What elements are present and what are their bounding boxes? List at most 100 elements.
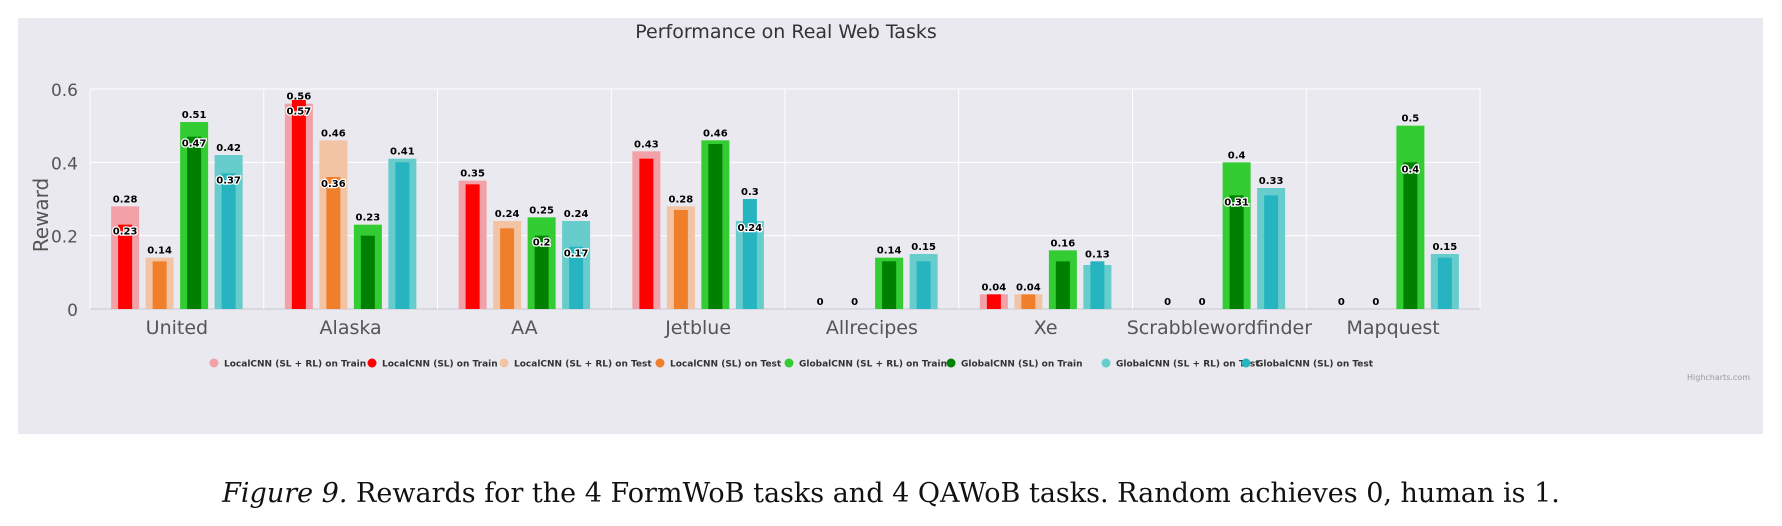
y-axis-title: Reward [29,178,53,252]
x-tick-label: AA [511,317,538,339]
y-axis-ticks: 0 0.2 0.4 0.6 [51,81,78,321]
legend-item[interactable]: LocalCNN (SL + RL) on Test [499,358,653,370]
bar-localcnn-sl-on-test[interactable] [326,177,341,309]
bar-localcnn-sl-on-test[interactable] [673,210,688,309]
legend-item[interactable]: LocalCNN (SL) on Test [655,358,782,370]
data-label: 0 [1338,297,1345,308]
y-tick-label: 0.6 [51,81,78,101]
legend-marker [655,358,665,368]
legend-item[interactable]: LocalCNN (SL) on Train [367,358,498,370]
data-label: 0.28 [113,194,138,205]
data-label: 0.23 [356,213,381,224]
data-label: 0.04 [1016,282,1041,293]
legend-label: GlobalCNN (SL) on Train [961,360,1083,370]
bar-globalcnn-sl-on-train[interactable] [360,235,375,309]
x-tick-label: Alaska [320,317,382,339]
bar-localcnn-sl-on-train[interactable] [291,100,306,309]
legend-label: GlobalCNN (SL) on Test [1256,360,1374,370]
data-label: 0.43 [634,139,659,150]
data-label: 0.46 [321,128,346,139]
data-label: 0.16 [1051,238,1076,249]
bar-globalcnn-sl-on-test[interactable] [1264,195,1279,309]
bar-localcnn-sl-on-train[interactable] [118,224,133,309]
bar-globalcnn-sl-on-train[interactable] [1229,195,1244,309]
data-labels: 0.28 0.23 0.14 0.51 0.47 0.42 0.37 0.56 0.57 0.46… [112,92,1458,308]
data-label: 0.23 [113,227,138,238]
data-label: 0.33 [1259,176,1284,187]
bar-globalcnn-sl-on-test[interactable] [395,162,410,309]
data-label: 0.37 [216,175,241,186]
data-label: 0.15 [911,242,936,253]
legend-marker [946,358,956,368]
bar-localcnn-sl-on-train[interactable] [986,294,1001,309]
legend-item[interactable]: GlobalCNN (SL) on Test [1241,358,1374,370]
bar-globalcnn-sl-on-train[interactable] [1403,162,1418,309]
data-label: 0.4 [1228,150,1246,161]
legend-marker [209,358,219,368]
bar-globalcnn-sl-on-train[interactable] [708,144,723,309]
data-label: 0.41 [390,147,415,158]
bar-globalcnn-sl-on-test[interactable] [1437,257,1452,309]
bar-localcnn-sl-on-test[interactable] [500,228,515,309]
bar-localcnn-sl-on-train[interactable] [465,184,480,309]
bar-localcnn-sl-on-train[interactable] [639,158,654,309]
legend[interactable]: LocalCNN (SL + RL) on Train LocalCNN (SL)… [209,358,1374,370]
data-label: 0.5 [1402,114,1420,125]
data-label: 0.56 [287,92,312,103]
figure-caption: Figure 9. Rewards for the 4 FormWoB task… [0,478,1782,509]
highcharts-credit[interactable]: Highcharts.com [1687,373,1750,382]
legend-item[interactable]: GlobalCNN (SL + RL) on Train [784,358,948,370]
legend-label: LocalCNN (SL + RL) on Test [514,360,652,370]
figure-label: Figure 9. [222,478,348,509]
reward-bar-chart: Performance on Real Web Tasks 0 0.2 0.4 0.6… [29,21,1750,382]
legend-label: LocalCNN (SL) on Test [670,360,782,370]
y-tick-label: 0.2 [51,228,78,248]
x-tick-label: Scrabblewordfinder [1127,317,1313,339]
legend-item[interactable]: LocalCNN (SL + RL) on Train [209,358,367,370]
bar-globalcnn-sl-on-train[interactable] [534,235,549,309]
legend-marker [1241,358,1251,368]
legend-label: LocalCNN (SL + RL) on Train [224,360,366,370]
x-tick-label: Allrecipes [826,317,918,339]
y-tick-label: 0 [67,301,78,321]
bar-globalcnn-sl-on-test[interactable] [1090,261,1105,309]
legend-label: GlobalCNN (SL + RL) on Test [1116,360,1260,370]
data-label: 0.57 [287,107,312,118]
data-label: 0.04 [982,282,1007,293]
x-tick-label: Xe [1034,317,1058,339]
data-label: 0.28 [669,194,694,205]
y-tick-label: 0.4 [51,154,78,174]
legend-marker [367,358,377,368]
bar-globalcnn-sl-on-train[interactable] [1055,261,1070,309]
bar-globalcnn-sl-on-test[interactable] [916,261,931,309]
chart-panel: Performance on Real Web Tasks 0 0.2 0.4 0.6… [18,18,1763,434]
legend-label: LocalCNN (SL) on Train [382,360,498,370]
legend-marker [499,358,509,368]
bar-globalcnn-sl-on-test[interactable] [569,246,584,309]
x-axis-ticks: United Alaska AA Jetblue Allrecipes Xe Scrabbl… [146,317,1440,339]
data-label: 0.13 [1085,249,1110,260]
data-label: 0.51 [182,110,207,121]
bar-globalcnn-sl-on-test[interactable] [221,173,236,309]
data-label: 0.14 [147,246,172,257]
x-tick-label: United [146,317,208,339]
legend-item[interactable]: GlobalCNN (SL + RL) on Test [1101,358,1261,370]
bar-globalcnn-sl-on-train[interactable] [882,261,897,309]
data-label: 0 [851,297,858,308]
legend-marker [784,358,794,368]
data-label: 0.3 [741,187,759,198]
bar-globalcnn-sl-on-test[interactable] [742,199,757,309]
caption-text: Rewards for the 4 FormWoB tasks and 4 QA… [356,478,1560,509]
bar-globalcnn-sl-on-train[interactable] [187,136,202,309]
bar-localcnn-sl-on-test[interactable] [152,261,167,309]
data-label: 0 [1164,297,1171,308]
x-tick-label: Mapquest [1347,317,1440,339]
bar-localcnn-sl-on-test[interactable] [1021,294,1036,309]
data-label: 0.42 [216,143,241,154]
data-label: 0.14 [877,246,902,257]
chart-title: Performance on Real Web Tasks [635,21,937,43]
data-label: 0.4 [1402,164,1420,175]
data-label: 0.15 [1433,242,1458,253]
legend-item[interactable]: GlobalCNN (SL) on Train [946,358,1083,370]
data-label: 0.36 [321,179,346,190]
